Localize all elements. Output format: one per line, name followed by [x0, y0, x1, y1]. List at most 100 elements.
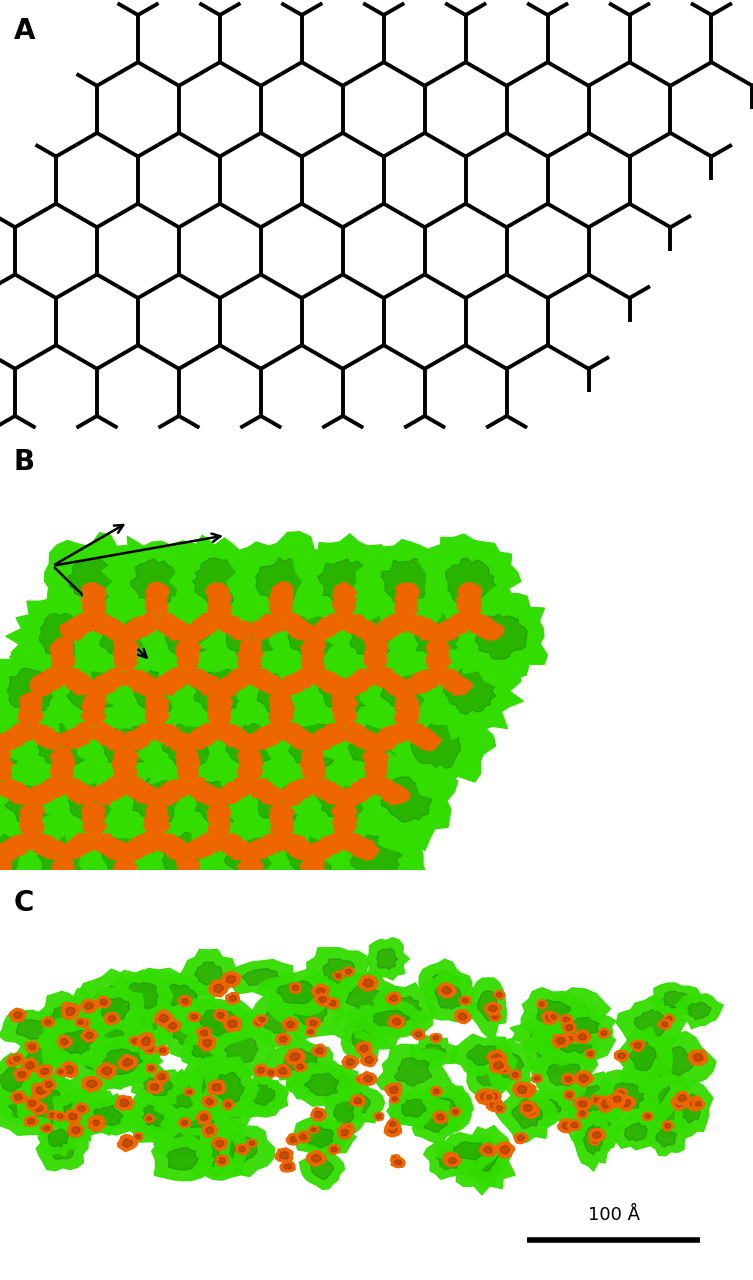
Polygon shape: [261, 723, 285, 744]
Polygon shape: [0, 805, 53, 901]
Polygon shape: [208, 1024, 275, 1076]
Polygon shape: [68, 782, 90, 801]
Polygon shape: [373, 777, 397, 796]
Polygon shape: [486, 1094, 492, 1100]
Polygon shape: [567, 1097, 626, 1149]
Polygon shape: [11, 835, 33, 852]
Polygon shape: [8, 696, 121, 791]
Polygon shape: [348, 722, 399, 767]
Polygon shape: [548, 1012, 559, 1021]
Polygon shape: [341, 833, 365, 852]
Polygon shape: [333, 598, 355, 616]
Polygon shape: [134, 613, 157, 634]
Polygon shape: [93, 1119, 101, 1128]
Polygon shape: [589, 1137, 600, 1146]
Polygon shape: [389, 1125, 398, 1133]
Polygon shape: [162, 722, 213, 767]
Polygon shape: [91, 676, 116, 695]
Polygon shape: [656, 1129, 677, 1147]
Polygon shape: [144, 973, 215, 1016]
Polygon shape: [311, 1155, 322, 1162]
Polygon shape: [96, 1016, 166, 1080]
Polygon shape: [567, 1119, 581, 1130]
Polygon shape: [0, 682, 87, 777]
Polygon shape: [197, 844, 309, 942]
Polygon shape: [466, 1156, 498, 1180]
Polygon shape: [147, 1046, 153, 1051]
Polygon shape: [226, 975, 236, 983]
Polygon shape: [351, 1094, 365, 1107]
Polygon shape: [115, 1096, 134, 1110]
Polygon shape: [349, 833, 402, 878]
Polygon shape: [386, 724, 409, 742]
Polygon shape: [386, 699, 495, 797]
Polygon shape: [200, 833, 222, 852]
Polygon shape: [194, 704, 246, 751]
Polygon shape: [552, 1071, 626, 1125]
Polygon shape: [376, 1044, 451, 1101]
Polygon shape: [101, 753, 212, 851]
Polygon shape: [227, 1020, 237, 1028]
Polygon shape: [224, 1133, 257, 1162]
Polygon shape: [101, 797, 213, 886]
Text: B: B: [14, 448, 35, 476]
Polygon shape: [294, 534, 396, 628]
Polygon shape: [355, 841, 380, 860]
Polygon shape: [167, 732, 190, 751]
Polygon shape: [175, 1064, 248, 1103]
Polygon shape: [8, 723, 34, 742]
Polygon shape: [190, 1056, 248, 1120]
Polygon shape: [137, 1033, 155, 1050]
Polygon shape: [167, 1148, 198, 1170]
Polygon shape: [336, 973, 341, 978]
Polygon shape: [388, 1015, 404, 1028]
Polygon shape: [54, 1111, 66, 1121]
Polygon shape: [316, 837, 340, 856]
Polygon shape: [455, 1009, 471, 1024]
Polygon shape: [303, 1121, 356, 1156]
Polygon shape: [474, 617, 497, 637]
Polygon shape: [8, 668, 54, 716]
Polygon shape: [62, 1002, 72, 1011]
Polygon shape: [501, 1066, 508, 1071]
Polygon shape: [320, 817, 371, 860]
Polygon shape: [230, 841, 252, 859]
Polygon shape: [395, 691, 419, 710]
Polygon shape: [226, 749, 337, 846]
Polygon shape: [473, 1140, 498, 1171]
Polygon shape: [678, 1094, 687, 1102]
Polygon shape: [479, 1143, 496, 1156]
Polygon shape: [641, 1050, 663, 1080]
Polygon shape: [72, 723, 97, 744]
Polygon shape: [36, 1123, 88, 1171]
Polygon shape: [541, 1023, 560, 1047]
Polygon shape: [422, 1044, 445, 1061]
Polygon shape: [258, 969, 337, 1015]
Polygon shape: [105, 1012, 120, 1025]
Polygon shape: [280, 786, 302, 805]
Polygon shape: [592, 1139, 597, 1143]
Polygon shape: [578, 1101, 587, 1107]
Polygon shape: [392, 1157, 405, 1167]
Polygon shape: [372, 667, 395, 687]
Polygon shape: [261, 731, 367, 831]
Polygon shape: [435, 984, 462, 1009]
Polygon shape: [415, 1032, 422, 1037]
Polygon shape: [295, 1061, 315, 1087]
Polygon shape: [431, 1087, 443, 1096]
Polygon shape: [265, 1068, 276, 1078]
Polygon shape: [176, 637, 200, 658]
Polygon shape: [392, 1018, 401, 1025]
Polygon shape: [28, 833, 51, 852]
Polygon shape: [239, 755, 263, 774]
Polygon shape: [72, 739, 181, 831]
Polygon shape: [300, 856, 325, 876]
Polygon shape: [315, 1111, 322, 1117]
Polygon shape: [161, 682, 276, 777]
Polygon shape: [693, 1100, 704, 1108]
Polygon shape: [136, 723, 160, 742]
Polygon shape: [286, 1047, 326, 1098]
Polygon shape: [255, 1020, 261, 1025]
Polygon shape: [208, 691, 232, 710]
Polygon shape: [466, 978, 506, 1037]
